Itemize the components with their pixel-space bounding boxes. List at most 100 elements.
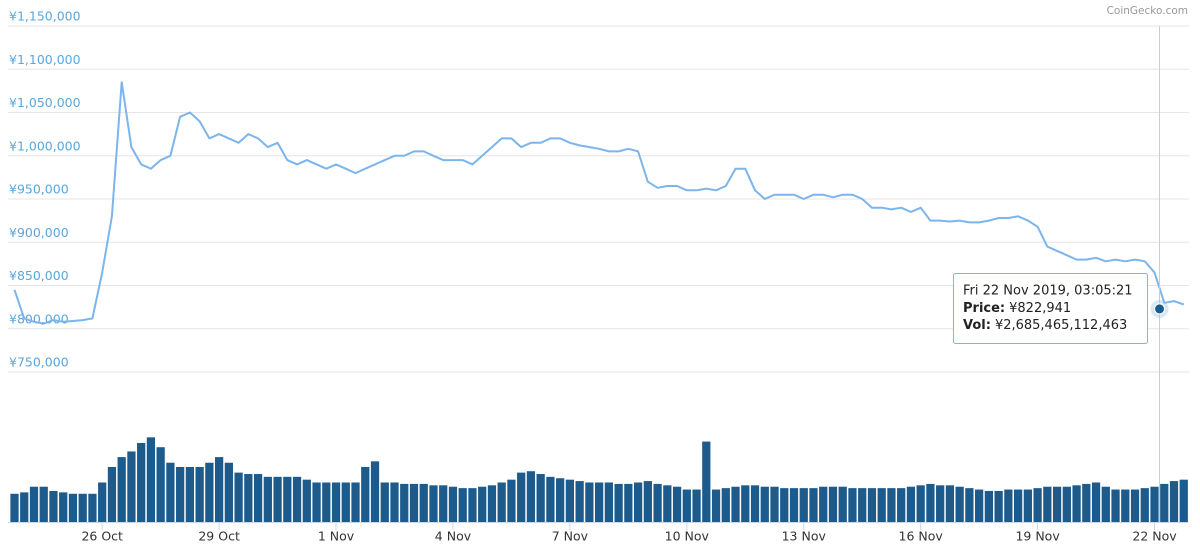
volume-bar [390,482,399,522]
volume-bar [468,488,477,522]
y-tick-label: ¥1,100,000 [9,52,81,67]
volume-bar [400,483,409,522]
volume-bar [760,486,769,522]
volume-bar [1150,486,1159,522]
volume-bar [107,466,117,522]
y-tick-label: ¥1,050,000 [9,95,81,110]
volume-bar [936,485,945,522]
tooltip-box [953,273,1148,344]
volume-value: ¥2,685,465,112,463 [995,318,1127,333]
volume-bar [214,457,224,522]
volume-bar [117,457,126,522]
volume-bar [205,462,214,522]
volume-bar [633,482,643,522]
price-value: ¥822,941 [1009,301,1071,316]
y-tick-label: ¥850,000 [9,268,69,283]
volume-bar [1052,486,1062,522]
volume-bar [1033,488,1042,522]
x-tick-label: 29 Oct [198,529,240,544]
tooltip-title: Fri 22 Nov 2019, 03:05:21 [963,284,1133,299]
volume-bar [565,479,575,522]
volume-bar [263,476,272,522]
y-tick-label: ¥950,000 [9,182,69,197]
volume-bar [780,488,789,522]
volume-bar [361,466,370,522]
volume-bar [1072,485,1081,522]
volume-bar [312,482,321,522]
volume-bar [195,466,204,522]
volume-bar [78,493,87,522]
volume-bar [1043,486,1052,522]
x-tick-label: 19 Nov [1015,529,1060,544]
volume-bar [439,485,448,522]
volume-bar [331,482,341,522]
volume-bar [88,493,97,522]
price-row: Price: ¥822,941 [963,301,1071,316]
volume-bar [176,466,185,522]
volume-bar [156,447,165,522]
volume-bar [897,488,906,522]
source: CoinGecko.com [1107,5,1188,17]
volume-bar [458,488,467,522]
volume-bar [517,472,526,522]
volume-bar [867,488,877,522]
volume-bar [1140,488,1149,522]
volume-bar [273,476,282,522]
volume-bar [604,482,613,522]
volume-bar [137,442,146,522]
volume-bar [1023,489,1032,522]
volume-bar [292,476,302,522]
x-tick-label: 1 Nov [318,529,355,544]
volume-bar [663,485,672,522]
volume-bar [1179,479,1188,522]
volume-bar [1169,481,1179,522]
volume-bar [1130,489,1140,522]
volume-bar [234,472,243,522]
volume-bar [351,482,360,522]
volume-bar [789,488,799,522]
volume-bar [877,488,886,522]
volume-bar [1101,486,1110,522]
volume-bar [887,488,896,522]
x-tick-label: 13 Nov [782,529,827,544]
volume-bar [1013,489,1023,522]
volume-bar [838,486,847,522]
volume-bar [711,489,721,522]
volume-bar [799,488,808,522]
volume-bar [955,486,964,522]
y-tick-label: ¥800,000 [9,311,69,326]
volume-bar [166,462,175,522]
price-line [13,81,1185,325]
volume-bar [643,481,652,522]
volume-bar [224,462,233,522]
volume-bar [614,483,623,522]
x-tick-label: 4 Nov [435,529,472,544]
volume-bar [380,482,389,522]
volume-bar [448,486,458,522]
volume-bar [741,485,750,522]
volume-bar [653,483,662,522]
volume-bar [526,471,536,522]
volume-bar [507,479,516,522]
volume-bar [770,486,779,522]
volume-bar [49,490,58,522]
volume-caption: Vol: [963,318,991,333]
volume-bar [429,485,438,522]
volume-bar [370,461,380,522]
x-tick-label: 16 Nov [899,529,944,544]
volume-bar [127,451,136,522]
volume-bar [59,492,68,522]
volume-bar [1111,489,1120,522]
y-tick-label: ¥1,000,000 [9,138,81,153]
volume-bar [556,478,565,522]
volume-bar [819,486,828,522]
volume-bar [478,486,487,522]
y-tick-label: ¥750,000 [9,355,69,370]
volume-bar [409,483,419,522]
volume-bar [546,476,555,522]
volume-bar [721,488,730,522]
volume-bar [1121,489,1130,522]
volume-bar [1091,482,1101,522]
volume-bar [283,476,292,522]
tooltip: Fri 22 Nov 2019, 03:05:21 Price: ¥822,941 V… [953,273,1148,344]
